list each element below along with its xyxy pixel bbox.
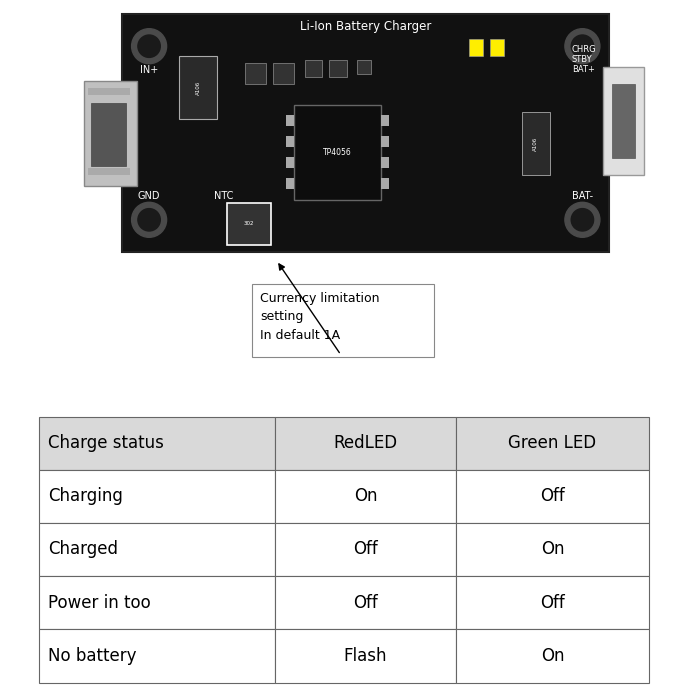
- FancyBboxPatch shape: [294, 105, 382, 200]
- FancyBboxPatch shape: [38, 416, 275, 470]
- Text: No battery: No battery: [48, 647, 136, 665]
- FancyBboxPatch shape: [178, 56, 217, 119]
- FancyBboxPatch shape: [275, 629, 456, 682]
- FancyBboxPatch shape: [304, 60, 322, 77]
- FancyBboxPatch shape: [38, 576, 275, 629]
- Text: Charging: Charging: [48, 487, 123, 505]
- FancyBboxPatch shape: [88, 88, 130, 94]
- FancyBboxPatch shape: [275, 470, 456, 523]
- FancyBboxPatch shape: [612, 84, 635, 158]
- Text: STBY: STBY: [572, 55, 592, 64]
- Text: Off: Off: [540, 594, 565, 612]
- FancyBboxPatch shape: [38, 629, 275, 682]
- FancyBboxPatch shape: [273, 63, 294, 84]
- FancyBboxPatch shape: [456, 576, 649, 629]
- FancyBboxPatch shape: [286, 178, 294, 189]
- FancyBboxPatch shape: [228, 203, 271, 245]
- FancyBboxPatch shape: [382, 157, 389, 168]
- Circle shape: [565, 202, 600, 237]
- Text: Currency limitation
setting
In default 1A: Currency limitation setting In default 1…: [260, 292, 380, 342]
- FancyBboxPatch shape: [456, 629, 649, 682]
- FancyBboxPatch shape: [456, 523, 649, 576]
- Circle shape: [565, 29, 600, 64]
- FancyBboxPatch shape: [84, 80, 136, 186]
- Text: BAT-: BAT-: [572, 191, 593, 201]
- Text: GND: GND: [138, 191, 160, 201]
- Text: Flash: Flash: [344, 647, 387, 665]
- Circle shape: [138, 35, 160, 57]
- Circle shape: [132, 29, 167, 64]
- FancyBboxPatch shape: [456, 416, 649, 470]
- FancyBboxPatch shape: [38, 470, 275, 523]
- FancyBboxPatch shape: [522, 112, 550, 175]
- FancyBboxPatch shape: [382, 115, 389, 126]
- Text: Off: Off: [354, 540, 378, 559]
- Circle shape: [571, 209, 594, 231]
- Text: Power in too: Power in too: [48, 594, 151, 612]
- FancyBboxPatch shape: [275, 523, 456, 576]
- FancyBboxPatch shape: [286, 157, 294, 168]
- Text: CHRG: CHRG: [572, 45, 596, 53]
- Text: Charged: Charged: [48, 540, 118, 559]
- FancyBboxPatch shape: [469, 38, 483, 56]
- Text: A106: A106: [533, 136, 538, 150]
- Circle shape: [571, 35, 594, 57]
- FancyBboxPatch shape: [245, 63, 266, 84]
- Text: Green LED: Green LED: [508, 434, 596, 452]
- FancyBboxPatch shape: [88, 168, 130, 175]
- FancyBboxPatch shape: [382, 178, 389, 189]
- FancyBboxPatch shape: [286, 115, 294, 126]
- Text: 302: 302: [244, 221, 255, 227]
- FancyBboxPatch shape: [252, 284, 434, 357]
- FancyBboxPatch shape: [91, 103, 126, 166]
- Circle shape: [138, 209, 160, 231]
- Text: Off: Off: [354, 594, 378, 612]
- FancyBboxPatch shape: [490, 38, 504, 56]
- Text: Off: Off: [540, 487, 565, 505]
- Text: BAT+: BAT+: [572, 66, 595, 74]
- Circle shape: [132, 202, 167, 237]
- FancyBboxPatch shape: [382, 136, 389, 147]
- FancyBboxPatch shape: [275, 576, 456, 629]
- FancyBboxPatch shape: [122, 14, 609, 252]
- FancyBboxPatch shape: [275, 416, 456, 470]
- FancyBboxPatch shape: [286, 136, 294, 147]
- Text: A106: A106: [195, 80, 201, 94]
- FancyBboxPatch shape: [329, 60, 346, 77]
- Text: On: On: [540, 540, 564, 559]
- Text: On: On: [354, 487, 377, 505]
- FancyBboxPatch shape: [456, 470, 649, 523]
- Text: IN+: IN+: [140, 65, 158, 75]
- FancyBboxPatch shape: [357, 60, 371, 74]
- Text: Charge status: Charge status: [48, 434, 164, 452]
- FancyBboxPatch shape: [38, 523, 275, 576]
- Text: TP4056: TP4056: [323, 148, 352, 157]
- Text: Li-Ion Battery Charger: Li-Ion Battery Charger: [300, 20, 431, 33]
- FancyBboxPatch shape: [603, 66, 644, 175]
- Text: RedLED: RedLED: [333, 434, 398, 452]
- Text: NTC: NTC: [214, 191, 234, 201]
- Text: On: On: [540, 647, 564, 665]
